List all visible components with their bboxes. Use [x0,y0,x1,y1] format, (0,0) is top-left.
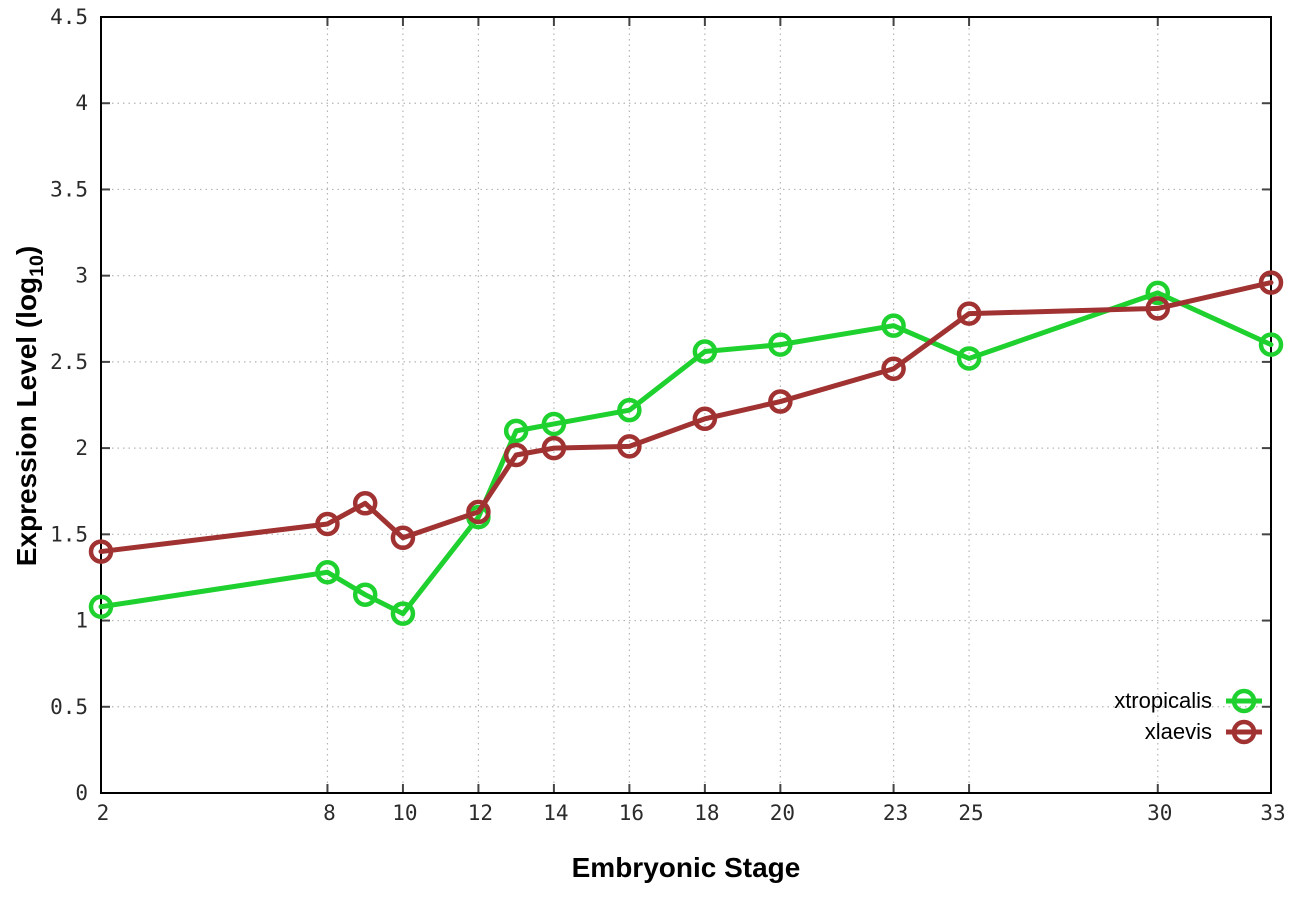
legend-label-xtropicalis: xtropicalis [1114,688,1212,713]
data-point-xlaevis [466,499,491,525]
gridlines [101,17,1271,793]
legend-marker-xtropicalis [1226,688,1262,714]
y-tick-label: 3 [75,264,88,288]
data-point-xlaevis [503,442,529,468]
x-tick-label: 23 [883,801,908,825]
x-tick-label: 8 [323,801,336,825]
y-tick-label: 0 [75,781,88,805]
data-point-xlaevis [768,389,793,414]
data-point-xlaevis [88,539,114,564]
x-tick-label: 18 [694,801,719,825]
x-axis-title: Embryonic Stage [571,852,801,883]
x-tick-label: 14 [543,801,568,825]
data-point-xtropicalis [390,601,416,626]
data-point-xtropicalis [768,332,793,357]
data-point-xtropicalis [503,418,529,444]
x-tick-label: 16 [619,801,644,825]
legend-label-xlaevis: xlaevis [1145,719,1212,744]
plot-border [100,16,1272,794]
y-tick-label: 4.5 [50,5,88,29]
tick-labels: 0 0.5 1 1.5 2 2.5 3 3.5 4 4.5 2 8 10 12 14 16 18 20 23 25 30… [50,5,1286,825]
series-xlaevis [88,270,1284,564]
data-point-xtropicalis [1145,280,1171,306]
data-point-xlaevis [881,356,906,382]
data-point-xtropicalis [956,346,982,371]
x-tick-label: 33 [1260,801,1285,825]
x-tick-label: 12 [468,801,493,825]
data-point-xtropicalis [881,313,906,338]
series-line-xlaevis [98,280,1274,555]
x-tick-label: 2 [97,801,110,825]
x-tick-label: 20 [770,801,795,825]
data-point-xtropicalis [1258,332,1284,357]
series-line-xtropicalis [98,290,1274,617]
data-point-xtropicalis [88,594,114,620]
data-point-xtropicalis [541,411,567,437]
y-tick-label: 1 [75,609,88,633]
series-xtropicalis [88,280,1284,626]
y-axis-title-subscript: 10 [25,255,48,277]
y-axis-title-suffix: ) [11,245,43,256]
y-tick-label: 3.5 [50,177,88,201]
legend-sample-point [1231,719,1257,745]
x-tick-label: 30 [1147,801,1172,825]
data-point-xtropicalis [352,582,378,607]
tick-marks [100,16,1272,794]
y-axis-title: Expression Level (log10) [11,246,49,567]
legend: xtropicalis xlaevis [1114,688,1262,745]
data-point-xtropicalis [692,339,718,364]
data-point-xtropicalis [617,397,642,423]
x-tick-label: 10 [392,801,417,825]
y-tick-label: 4 [75,91,88,115]
data-point-xlaevis [352,491,378,516]
data-point-xlaevis [390,525,416,551]
y-tick-label: 1.5 [50,522,88,546]
legend-sample-point [1231,688,1257,714]
x-tick-label: 25 [958,801,983,825]
data-point-xlaevis [541,435,567,461]
data-point-xlaevis [315,511,340,537]
data-point-xlaevis [1145,296,1171,321]
y-tick-label: 0.5 [50,695,88,719]
data-point-xlaevis [956,301,982,326]
data-point-xtropicalis [315,560,340,585]
y-tick-label: 2.5 [50,350,88,374]
data-point-xlaevis [617,434,642,459]
legend-marker-xlaevis [1226,719,1262,745]
data-point-xlaevis [692,406,718,432]
y-tick-label: 2 [75,436,88,460]
data-point-xlaevis [1258,270,1284,295]
y-axis-title-prefix: Expression Level (log [11,276,43,567]
